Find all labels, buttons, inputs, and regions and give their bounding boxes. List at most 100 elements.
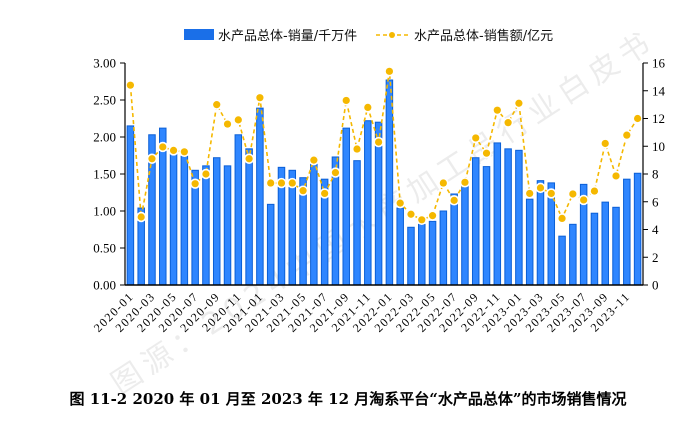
point-2021-11 <box>364 103 372 111</box>
point-2021-09 <box>342 96 350 105</box>
bar-2022-11 <box>493 142 502 286</box>
point-2020-05 <box>169 146 178 155</box>
point-2023-04 <box>547 189 555 198</box>
bar-2023-05 <box>558 235 566 286</box>
y-left-tick-label: 1.50 <box>93 167 116 182</box>
bar-2023-09 <box>601 201 609 286</box>
y-right-tick-label: 14 <box>652 83 666 98</box>
watermark: 图源：2024中国水产加工品行业白皮书 <box>105 24 661 402</box>
point-2021-04 <box>288 179 296 187</box>
legend-line-marker <box>389 32 395 38</box>
y-left-tick-label: 2.50 <box>93 93 116 108</box>
point-2023-12 <box>634 114 642 123</box>
bar-2022-01 <box>385 79 394 286</box>
point-2023-05 <box>558 214 566 222</box>
point-2021-01 <box>256 94 264 102</box>
bar-2021-10 <box>353 160 361 286</box>
point-2021-02 <box>267 179 275 187</box>
line-series <box>125 66 643 225</box>
point-2020-01 <box>126 81 134 89</box>
legend-line-label: 水产品总体-销售额/亿元 <box>414 28 553 44</box>
point-2021-03 <box>277 179 286 187</box>
y-right-tick-label: 16 <box>652 56 666 71</box>
point-2023-11 <box>623 131 631 139</box>
bar-2022-02 <box>396 207 404 286</box>
legend: 水产品总体-销量/千万件 水产品总体-销售额/亿元 <box>184 28 553 44</box>
bar-2023-03 <box>536 180 545 286</box>
y-right-tick-label: 10 <box>652 139 665 154</box>
bar-2022-04 <box>418 223 426 286</box>
point-2022-06 <box>439 179 447 187</box>
point-2022-10 <box>482 149 491 157</box>
bar-2020-09 <box>212 157 221 286</box>
bar-2023-08 <box>590 212 599 286</box>
point-2022-12 <box>504 119 512 127</box>
point-2022-09 <box>472 134 480 142</box>
point-2020-03 <box>148 155 156 163</box>
point-2020-12 <box>245 155 253 163</box>
y-right-tick-label: 0 <box>652 278 659 293</box>
point-2021-08 <box>331 169 340 177</box>
bar-2022-08 <box>461 185 469 286</box>
point-2023-07 <box>580 196 588 204</box>
point-2020-09 <box>213 101 221 109</box>
bar-2020-11 <box>234 134 243 286</box>
bar-series <box>126 79 642 286</box>
y-left-tick-label: 0.00 <box>93 278 116 293</box>
bar-2022-07 <box>450 193 458 286</box>
point-2022-04 <box>418 216 426 224</box>
bar-2022-12 <box>504 148 512 286</box>
point-2020-02 <box>137 213 145 221</box>
y-left-tick-label: 3.00 <box>93 56 116 71</box>
legend-bar-swatch <box>184 29 214 40</box>
axes: 0.00 0.50 1.00 1.50 2.00 2.50 3.00 0 2 4 6 8 10 12 14 1… <box>91 56 666 335</box>
point-2023-08 <box>590 187 599 195</box>
bar-2020-10 <box>223 165 232 286</box>
y-right-tick-label: 12 <box>652 111 665 126</box>
bar-2023-06 <box>569 223 577 286</box>
point-2020-08 <box>202 170 210 178</box>
point-2020-04 <box>159 143 167 151</box>
bar-2023-02 <box>525 198 534 286</box>
y-left-tick-label: 0.50 <box>93 241 116 256</box>
point-2022-05 <box>428 212 437 220</box>
bar-2021-02 <box>266 203 275 286</box>
bar-2021-06 <box>310 156 318 286</box>
bar-2022-09 <box>471 157 480 286</box>
legend-bar-label: 水产品总体-销量/千万件 <box>218 29 357 44</box>
point-2023-06 <box>569 190 577 198</box>
y-left-tick-label: 2.00 <box>93 130 116 145</box>
point-2022-08 <box>461 178 469 186</box>
figure-caption: 图 11-2 2020 年 01 月至 2023 年 12 月淘系平台“水产品总… <box>69 390 627 408</box>
bar-2020-01 <box>126 125 135 286</box>
point-2023-01 <box>515 99 523 107</box>
bar-2022-06 <box>439 210 448 286</box>
y-right-tick-label: 8 <box>652 167 659 182</box>
point-2023-03 <box>536 184 545 192</box>
bar-2022-05 <box>428 220 437 286</box>
bar-2020-08 <box>202 165 210 286</box>
bar-2023-01 <box>515 149 523 286</box>
point-2020-11 <box>234 116 242 124</box>
point-2021-06 <box>310 156 318 164</box>
bar-2021-11 <box>364 120 372 286</box>
bar-2022-10 <box>482 166 491 286</box>
point-2022-07 <box>450 196 458 204</box>
bar-2020-12 <box>245 148 253 286</box>
point-2020-06 <box>180 148 188 156</box>
bar-2021-09 <box>342 127 350 286</box>
point-2020-10 <box>223 120 232 128</box>
y-right-tick-label: 4 <box>652 222 659 237</box>
y-right-tick-label: 6 <box>652 194 659 209</box>
point-2021-05 <box>299 187 307 195</box>
sales-line <box>129 71 639 221</box>
y-right-tick-label: 2 <box>652 250 659 265</box>
bar-2023-10 <box>612 206 620 286</box>
point-2021-10 <box>353 145 361 153</box>
bar-2020-05 <box>169 153 178 286</box>
watermark-text: 图源：2024中国水产加工品行业白皮书 <box>105 24 661 402</box>
point-2021-12 <box>375 138 383 146</box>
point-2020-07 <box>191 180 199 188</box>
bar-2022-03 <box>407 226 415 286</box>
